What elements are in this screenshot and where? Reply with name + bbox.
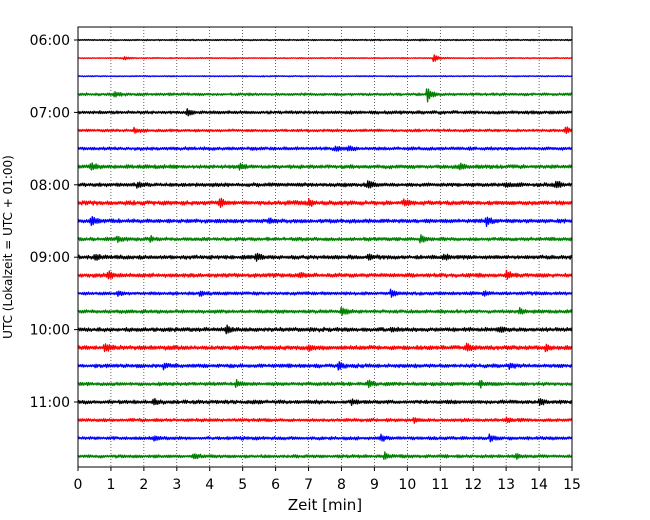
x-tick-label: 0 xyxy=(74,477,83,493)
seismogram-trace-0600 xyxy=(77,38,573,42)
x-tick-label: 10 xyxy=(398,477,416,493)
seismogram-trace-0815 xyxy=(77,197,573,209)
seismogram-trace-0700 xyxy=(77,108,573,117)
seismogram-trace-0915 xyxy=(77,269,573,280)
x-tick-label: 11 xyxy=(431,477,449,493)
x-tick-label: 3 xyxy=(172,477,181,493)
seismogram-trace-1030 xyxy=(77,361,573,371)
y-tick-label: 06:00 xyxy=(30,33,70,49)
seismogram-trace-0615 xyxy=(77,54,573,63)
x-tick-label: 15 xyxy=(563,477,581,493)
seismogram-trace-1045 xyxy=(77,379,573,389)
x-tick-label: 13 xyxy=(497,477,515,493)
seismogram-trace-0800 xyxy=(77,180,573,189)
seismogram-trace-0715 xyxy=(77,126,573,135)
y-tick-label: 11:00 xyxy=(30,395,70,411)
plot-frame xyxy=(77,26,573,468)
seismogram-trace-0830 xyxy=(77,215,573,228)
x-tick-label: 2 xyxy=(139,477,148,493)
y-axis-ticks: 06:00 07:00 08:00 09:00 10:00 11:00 xyxy=(30,33,78,411)
x-tick-label: 9 xyxy=(370,477,379,493)
y-tick-label: 09:00 xyxy=(30,250,70,266)
x-tick-label: 14 xyxy=(530,477,548,493)
seismogram-trace-0745 xyxy=(77,162,573,171)
x-tick-label: 1 xyxy=(106,477,115,493)
x-axis-label: Zeit [min] xyxy=(288,496,362,514)
x-tick-label: 12 xyxy=(464,477,482,493)
x-tick-label: 5 xyxy=(238,477,247,493)
seismogram-trace-0945 xyxy=(77,306,573,316)
seismogram-trace-0730 xyxy=(77,145,573,152)
seismogram-trace-0645 xyxy=(77,88,573,103)
seismogram-trace-1015 xyxy=(77,342,573,353)
trace-group xyxy=(77,38,573,460)
x-tick-label: 7 xyxy=(304,477,313,493)
seismogram-trace-0845 xyxy=(77,234,573,244)
seismogram-trace-1100 xyxy=(77,398,573,407)
y-tick-label: 08:00 xyxy=(30,178,70,194)
seismogram-trace-0900 xyxy=(77,252,573,262)
x-tick-label: 4 xyxy=(205,477,214,493)
seismogram-trace-1000 xyxy=(77,324,573,335)
y-axis-label: UTC (Lokalzeit = UTC + 01:00) xyxy=(1,155,15,339)
seismogram-trace-0930 xyxy=(77,288,573,298)
seismogram-trace-1145 xyxy=(77,451,573,460)
y-tick-label: 07:00 xyxy=(30,105,70,121)
x-tick-label: 6 xyxy=(271,477,280,493)
grid-lines xyxy=(110,27,540,467)
seismogram-trace-1130 xyxy=(77,433,573,443)
y-tick-label: 10:00 xyxy=(30,323,70,339)
seismogram-trace-0630 xyxy=(77,74,573,78)
x-axis-ticks: 0 1 2 3 4 5 6 7 8 9 10 11 12 13 14 15 xyxy=(74,467,581,493)
x-tick-label: 8 xyxy=(337,477,346,493)
seismogram-trace-1115 xyxy=(77,416,573,424)
